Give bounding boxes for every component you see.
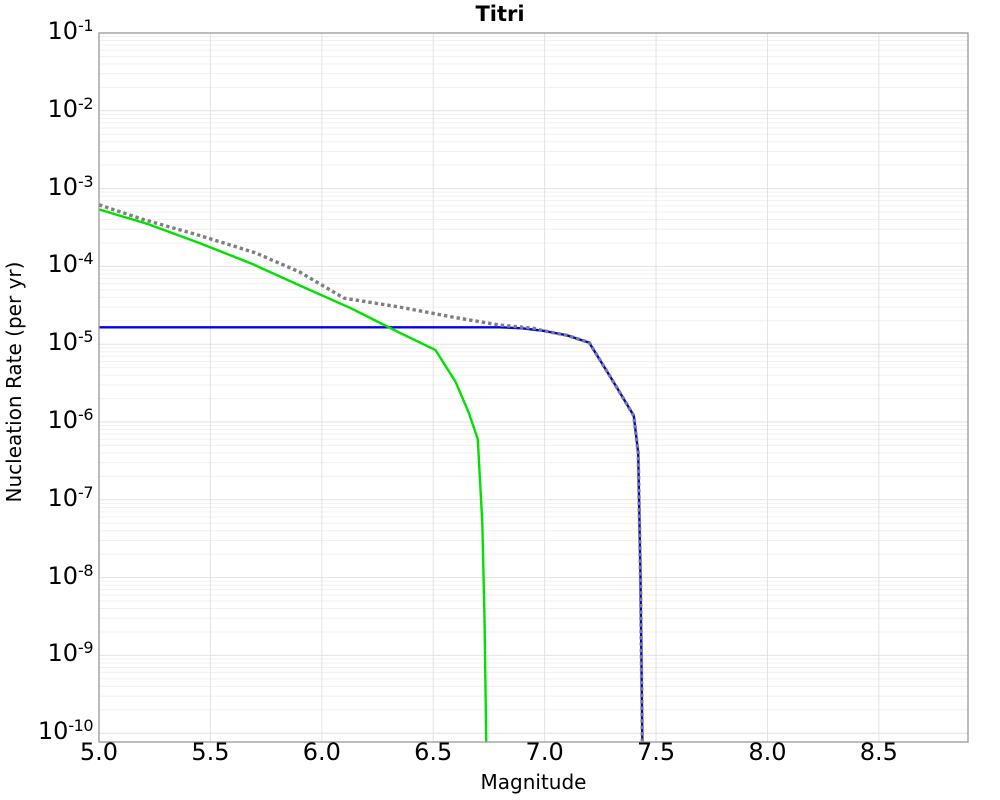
x-tick-label: 8.0 xyxy=(748,738,787,766)
y-tick-label: 10-8 xyxy=(47,560,94,590)
y-tick-label: 10-9 xyxy=(47,638,94,668)
x-tick-label: 8.5 xyxy=(859,738,898,766)
series-green-solid-line xyxy=(99,208,488,742)
y-tick-label: 10-4 xyxy=(47,249,94,279)
y-tick-label: 10-10 xyxy=(37,716,94,746)
x-tick-label: 7.0 xyxy=(525,738,564,766)
series-gray-dotted-line xyxy=(99,203,645,742)
y-tick-label: 10-5 xyxy=(47,327,94,357)
x-axis-title: Magnitude xyxy=(480,770,587,794)
y-tick-label: 10-3 xyxy=(47,171,94,201)
vertical-gridlines xyxy=(98,33,880,742)
series-blue-solid-line xyxy=(99,326,644,742)
x-tick-label: 5.0 xyxy=(79,738,119,766)
data-series xyxy=(99,203,645,742)
y-tick-label: 10-7 xyxy=(47,482,94,512)
x-tick-label: 7.5 xyxy=(636,738,676,766)
x-tick-label: 5.5 xyxy=(191,738,230,766)
y-tick-label: 10-1 xyxy=(47,16,94,45)
y-tick-label: 10-6 xyxy=(47,405,94,434)
x-tick-label: 6.0 xyxy=(302,738,341,766)
y-tick-label: 10-2 xyxy=(47,93,94,123)
major-gridlines xyxy=(99,32,968,734)
axes-frame xyxy=(98,32,969,743)
x-tick-label: 6.5 xyxy=(414,738,453,766)
chart-title: Titri xyxy=(475,2,525,26)
minor-gridlines xyxy=(99,36,968,711)
